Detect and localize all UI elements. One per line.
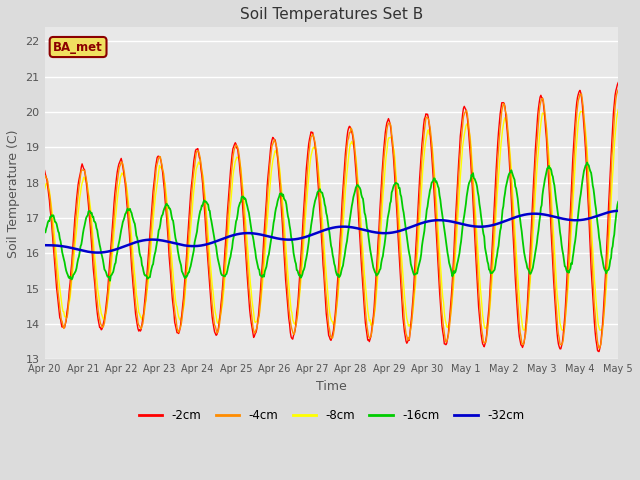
-2cm [110, 200, 118, 206]
-4cm [595, 346, 603, 351]
Line: -4cm: -4cm [45, 89, 618, 348]
-8cm [110, 230, 118, 236]
Line: -32cm: -32cm [45, 211, 618, 252]
-16cm [419, 238, 427, 243]
-8cm [418, 180, 426, 186]
-2cm [595, 348, 603, 354]
-32cm [51, 242, 59, 248]
-8cm [168, 263, 176, 268]
Title: Soil Temperatures Set B: Soil Temperatures Set B [240, 7, 423, 22]
-4cm [418, 155, 426, 160]
-2cm [51, 265, 59, 271]
-16cm [111, 262, 118, 267]
-16cm [106, 278, 114, 284]
-32cm [419, 220, 427, 226]
Text: BA_met: BA_met [53, 40, 103, 53]
-4cm [110, 216, 118, 221]
Line: -2cm: -2cm [45, 83, 618, 351]
-16cm [41, 229, 49, 235]
X-axis label: Time: Time [316, 380, 347, 393]
-32cm [94, 250, 102, 255]
Line: -16cm: -16cm [45, 163, 618, 281]
-32cm [200, 242, 207, 248]
-16cm [169, 217, 177, 223]
-2cm [418, 141, 426, 146]
-16cm [614, 199, 622, 204]
-4cm [401, 325, 409, 331]
-32cm [111, 247, 118, 252]
-2cm [41, 168, 49, 173]
-2cm [401, 334, 409, 339]
-16cm [51, 219, 59, 225]
-4cm [614, 86, 622, 92]
-4cm [168, 283, 176, 288]
-32cm [41, 242, 49, 248]
-4cm [51, 253, 59, 259]
-8cm [559, 327, 566, 333]
-16cm [583, 160, 591, 166]
-32cm [169, 240, 177, 246]
-8cm [614, 107, 622, 112]
-8cm [199, 171, 207, 177]
-8cm [51, 239, 59, 245]
-8cm [41, 186, 49, 192]
-4cm [199, 173, 207, 179]
-32cm [402, 226, 410, 232]
-4cm [41, 174, 49, 180]
-2cm [614, 80, 622, 85]
Legend: -2cm, -4cm, -8cm, -16cm, -32cm: -2cm, -4cm, -8cm, -16cm, -32cm [134, 404, 529, 426]
-16cm [402, 228, 410, 234]
-16cm [200, 199, 207, 205]
Line: -8cm: -8cm [45, 109, 618, 330]
-2cm [168, 295, 176, 301]
Y-axis label: Soil Temperature (C): Soil Temperature (C) [7, 129, 20, 257]
-32cm [614, 208, 622, 214]
-8cm [401, 301, 409, 307]
-2cm [199, 180, 207, 186]
